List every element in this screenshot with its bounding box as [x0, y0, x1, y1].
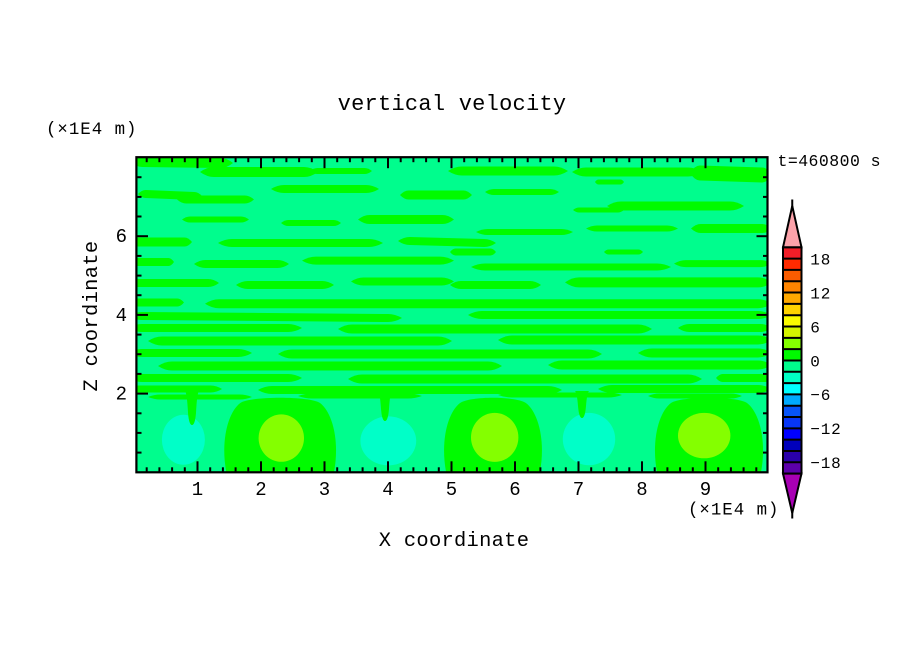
- svg-text:18: 18: [810, 251, 831, 269]
- svg-text:t=460800 s: t=460800 s: [778, 152, 882, 171]
- svg-text:12: 12: [810, 285, 831, 303]
- svg-text:4: 4: [116, 305, 127, 327]
- svg-text:2: 2: [116, 384, 127, 406]
- svg-text:vertical velocity: vertical velocity: [338, 92, 567, 117]
- svg-text:(×1E4 m): (×1E4 m): [688, 502, 780, 521]
- svg-text:X coordinate: X coordinate: [379, 530, 529, 553]
- svg-text:(×1E4 m): (×1E4 m): [46, 121, 138, 140]
- svg-text:−6: −6: [810, 387, 831, 405]
- svg-text:−18: −18: [810, 455, 841, 473]
- svg-text:6: 6: [116, 226, 127, 248]
- svg-text:Z coordinate: Z coordinate: [81, 240, 104, 391]
- svg-text:7: 7: [573, 479, 584, 501]
- svg-text:6: 6: [810, 319, 820, 337]
- svg-text:−12: −12: [810, 421, 841, 439]
- svg-text:3: 3: [319, 479, 330, 501]
- svg-text:4: 4: [382, 479, 393, 501]
- svg-text:6: 6: [509, 479, 520, 501]
- svg-text:2: 2: [255, 479, 266, 501]
- svg-text:1: 1: [192, 479, 203, 501]
- svg-text:9: 9: [700, 479, 711, 501]
- svg-text:0: 0: [810, 353, 820, 371]
- svg-text:8: 8: [636, 479, 647, 501]
- svg-text:5: 5: [446, 479, 457, 501]
